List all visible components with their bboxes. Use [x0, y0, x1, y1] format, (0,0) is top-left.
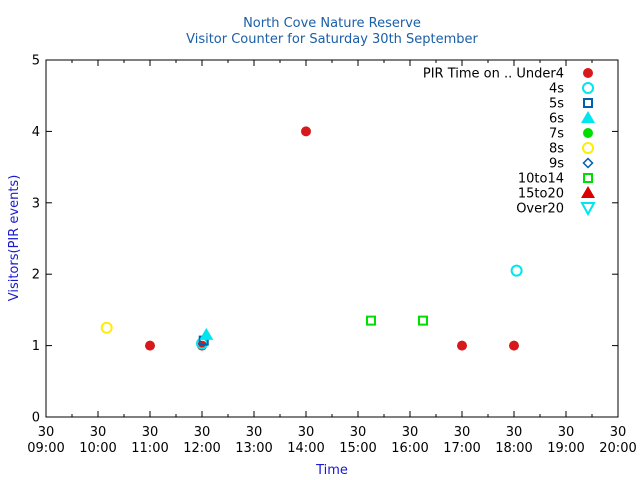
data-point: [457, 340, 467, 351]
legend-marker: [583, 68, 593, 78]
legend-marker: [583, 173, 593, 183]
legend-label: 5s: [549, 97, 564, 112]
legend-label: Over20: [516, 202, 564, 217]
legend-marker: [581, 186, 595, 198]
data-point: [509, 340, 519, 351]
x-tick-label: 11:00: [131, 441, 168, 456]
legend-marker: [582, 157, 594, 169]
data-point: [510, 264, 523, 277]
data-point: [366, 315, 376, 326]
legend-label: 9s: [549, 157, 564, 172]
data-point: [199, 327, 214, 340]
legend-marker: [582, 142, 594, 154]
x-tick-label: 18:00: [495, 441, 532, 456]
x-tick-day: 30: [506, 425, 523, 440]
legend: PIR Time on .. Under44s5s6s7s8s9s10to141…: [423, 67, 596, 217]
x-tick-day: 30: [298, 425, 315, 440]
legend-label: 15to20: [518, 187, 564, 202]
x-tick-label: 10:00: [79, 441, 116, 456]
x-tick-day: 30: [38, 425, 55, 440]
data-point: [100, 321, 113, 334]
x-tick-label: 15:00: [339, 441, 376, 456]
x-tick-label: 19:00: [547, 441, 584, 456]
x-tick-day: 30: [558, 425, 575, 440]
x-tick-label: 13:00: [235, 441, 272, 456]
legend-marker: [582, 82, 594, 94]
x-tick-label: 20:00: [599, 441, 636, 456]
y-tick-label: 4: [32, 125, 40, 140]
x-tick-day: 30: [142, 425, 159, 440]
x-tick-day: 30: [350, 425, 367, 440]
x-tick-day: 30: [246, 425, 263, 440]
data-points: [100, 126, 523, 351]
legend-label: 8s: [549, 142, 564, 157]
x-tick-label: 14:00: [287, 441, 324, 456]
y-axis: 0 1 2 3 4 5: [32, 54, 618, 426]
x-axis-label: Time: [315, 463, 348, 478]
x-axis: 3009:003010:003011:003012:003013:003014:…: [27, 60, 637, 456]
legend-marker: [583, 98, 593, 108]
y-tick-label: 3: [32, 196, 40, 211]
x-tick-day: 30: [402, 425, 419, 440]
chart-title: North Cove Nature Reserve: [243, 16, 421, 31]
chart-subtitle: Visitor Counter for Saturday 30th Septem…: [186, 32, 478, 47]
data-point: [418, 315, 428, 326]
legend-label: 10to14: [518, 172, 564, 187]
x-tick-label: 17:00: [443, 441, 480, 456]
x-tick-day: 30: [610, 425, 627, 440]
x-tick-label: 09:00: [27, 441, 64, 456]
x-tick-day: 30: [454, 425, 471, 440]
legend-label: 4s: [549, 82, 564, 97]
y-tick-label: 2: [32, 268, 40, 283]
legend-label: 7s: [549, 127, 564, 142]
y-tick-label: 5: [32, 54, 40, 69]
x-tick-label: 16:00: [391, 441, 428, 456]
legend-label: 6s: [549, 112, 564, 127]
legend-marker: [581, 111, 595, 123]
x-tick-day: 30: [194, 425, 211, 440]
data-point: [301, 126, 311, 137]
legend-marker: [580, 202, 596, 217]
legend-marker: [583, 128, 593, 138]
legend-label: PIR Time on .. Under4: [423, 67, 564, 82]
x-tick-label: 12:00: [183, 441, 220, 456]
plot-area: [45, 59, 619, 418]
y-axis-label: Visitors(PIR events): [7, 175, 22, 302]
data-point: [145, 340, 155, 351]
y-tick-label: 1: [32, 339, 40, 354]
y-tick-label: 0: [32, 411, 40, 426]
x-tick-day: 30: [90, 425, 107, 440]
